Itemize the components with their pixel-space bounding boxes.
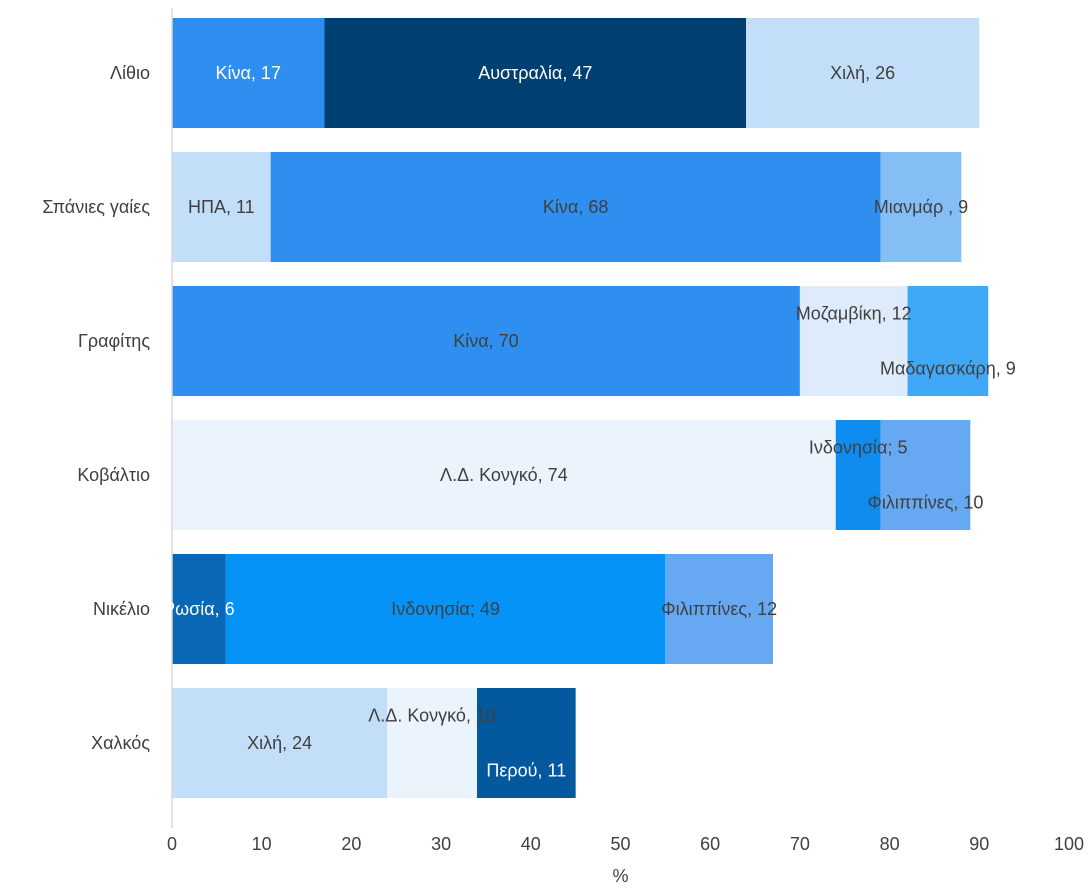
bar-segment (172, 688, 388, 798)
bar-segment (172, 420, 836, 530)
x-tick-label: 50 (610, 834, 630, 854)
bar-segment (387, 688, 477, 798)
x-tick-label: 40 (521, 834, 541, 854)
category-label: Λίθιο (110, 63, 150, 83)
bar-segment (476, 688, 576, 798)
x-tick-label: 10 (252, 834, 272, 854)
x-tick-label: 30 (431, 834, 451, 854)
x-tick-label: 60 (700, 834, 720, 854)
segment-data-label: Μοζαμβίκη, 12 (796, 304, 912, 324)
bar-segment (172, 152, 271, 262)
category-label: Σπάνιες γαίες (42, 197, 150, 217)
bars-layer (172, 18, 989, 798)
x-tick-label: 100 (1054, 834, 1084, 854)
bar-segment (172, 554, 226, 664)
bar-segment (799, 286, 908, 396)
segment-data-label: Μαδαγασκάρη, 9 (880, 359, 1016, 379)
x-tick-label: 80 (880, 834, 900, 854)
bar-segment (665, 554, 773, 664)
segment-data-label: Κίνα, 17 (216, 63, 281, 83)
segment-data-label: Αυστραλία, 47 (478, 63, 592, 83)
segment-data-label: Λ.Δ. Κονγκό, 10 (368, 706, 496, 726)
bar-segment (907, 286, 989, 396)
segment-data-label: Ρωσία, 6 (163, 599, 235, 619)
category-labels: Λίθιο Σπάνιες γαίες Γραφίτης Κοβάλτιο Νικέλι… (42, 63, 150, 753)
segment-data-label: Χιλή, 26 (830, 63, 895, 83)
segment-data-label: Φιλιππίνες, 12 (661, 599, 777, 619)
category-label: Κοβάλτιο (77, 465, 150, 485)
segment-data-label: Ινδονησία; 49 (391, 599, 500, 619)
segment-data-label: Ινδονησία; 5 (809, 438, 908, 458)
x-tick-label: 0 (167, 834, 177, 854)
x-tick-label: 20 (341, 834, 361, 854)
x-tick-labels: 0 10 20 30 40 50 60 70 80 90 100 (167, 834, 1084, 854)
segment-data-label: Λ.Δ. Κονγκό, 74 (440, 465, 568, 485)
x-tick-label: 90 (969, 834, 989, 854)
x-axis-title: % (612, 866, 628, 886)
segment-data-label: Κίνα, 68 (543, 197, 608, 217)
category-label: Γραφίτης (78, 331, 150, 351)
bar-segment (835, 420, 881, 530)
bar-segment (880, 152, 962, 262)
segment-labels: Κίνα, 17 Αυστραλία, 47 Χιλή, 26 ΗΠΑ, 11 Κίνα… (163, 63, 1016, 781)
segment-data-label: Μιανμάρ , 9 (874, 197, 968, 217)
segment-data-label: Χιλή, 24 (247, 733, 312, 753)
bar-segment (172, 286, 800, 396)
segment-data-label: ΗΠΑ, 11 (188, 197, 255, 217)
category-label: Χαλκός (91, 733, 150, 753)
bar-segment (172, 18, 325, 128)
bar-segment (270, 152, 881, 262)
segment-data-label: Κίνα, 70 (453, 331, 518, 351)
bar-segment (746, 18, 980, 128)
x-tick-label: 70 (790, 834, 810, 854)
bar-segment (324, 18, 747, 128)
category-label: Νικέλιο (93, 599, 150, 619)
segment-data-label: Περού, 11 (486, 761, 566, 781)
segment-data-label: Φιλιππίνες, 10 (868, 493, 984, 513)
bar-segment (880, 420, 971, 530)
bar-segment (225, 554, 666, 664)
